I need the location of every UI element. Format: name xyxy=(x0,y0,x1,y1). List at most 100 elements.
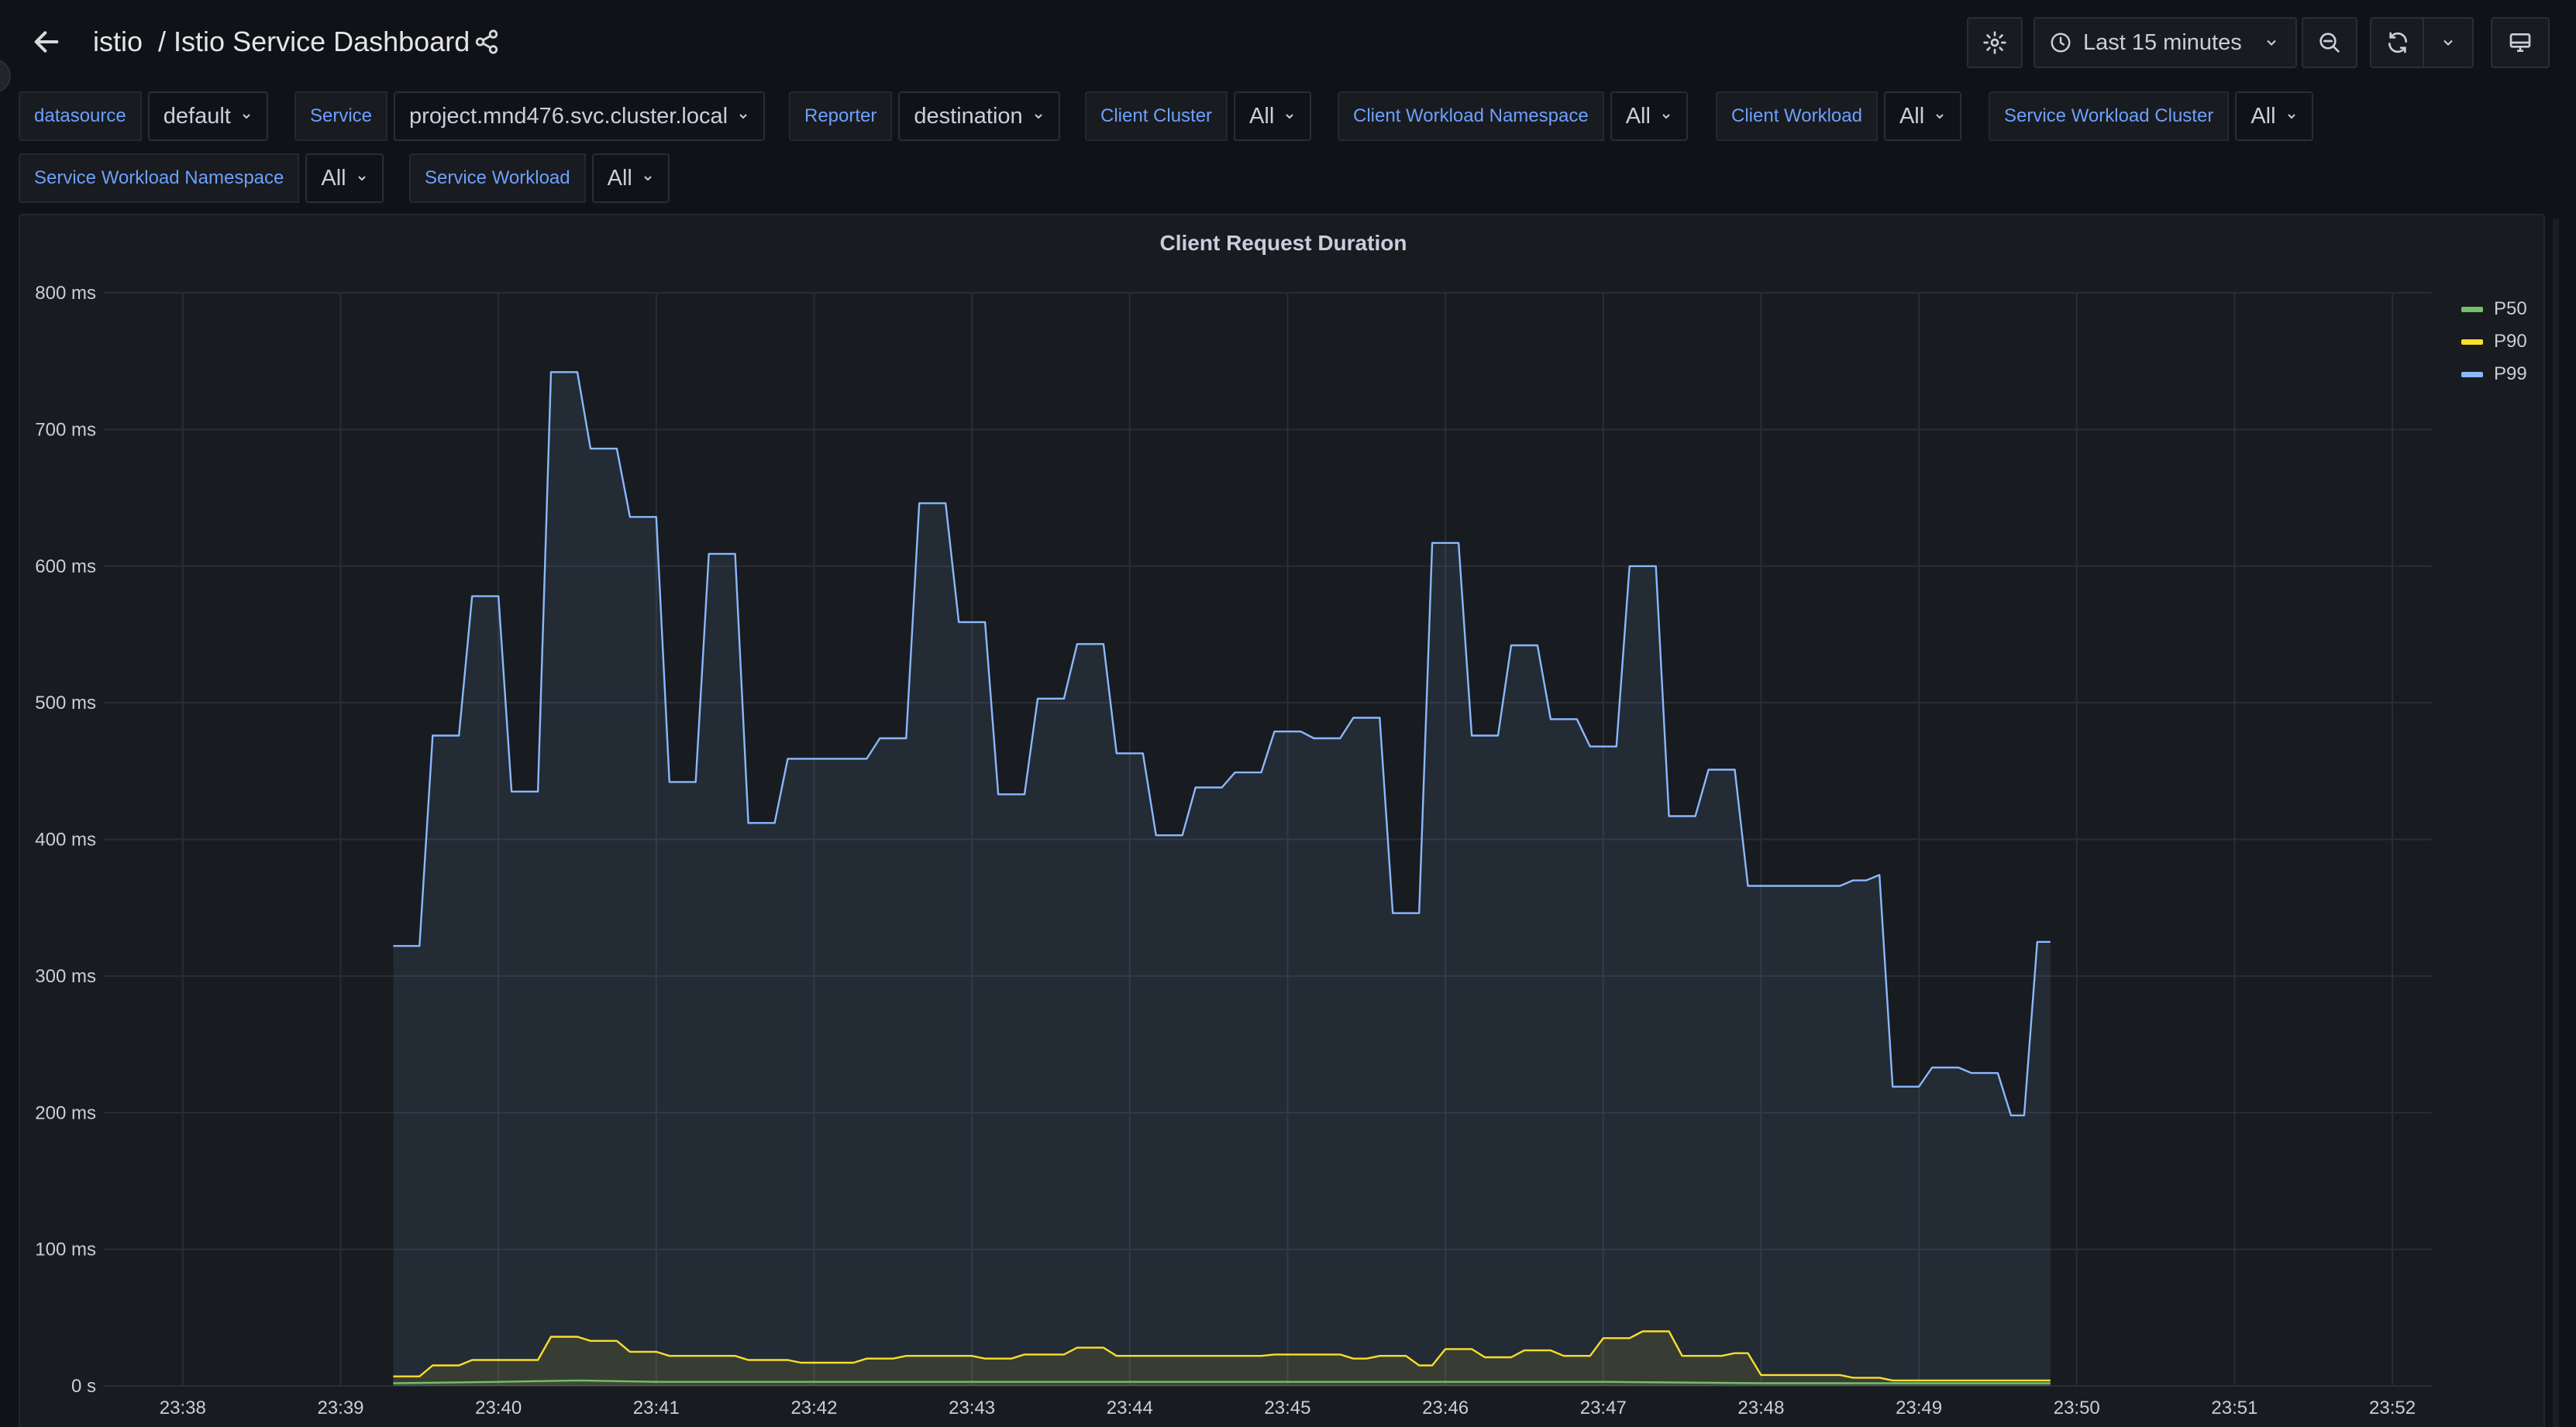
variable-label: datasource xyxy=(19,91,142,141)
x-tick-label: 23:46 xyxy=(1422,1398,1469,1418)
legend-item-p90[interactable]: P90 xyxy=(2461,325,2527,358)
variable-select-client-workload-namespace[interactable]: All xyxy=(1610,91,1688,141)
breadcrumb-folder[interactable]: istio xyxy=(93,26,143,57)
share-icon xyxy=(475,29,498,54)
variable-label: Service Workload Namespace xyxy=(19,153,300,203)
variable-value: All xyxy=(1625,103,1651,129)
page-title[interactable]: Istio Service Dashboard xyxy=(174,26,470,57)
x-tick-label: 23:44 xyxy=(1107,1398,1153,1418)
chevron-down-icon xyxy=(1936,114,1944,119)
dashboard-settings-button[interactable] xyxy=(1967,17,2023,68)
x-tick-label: 23:38 xyxy=(160,1398,206,1418)
top-nav-bar: istio / Istio Service Dashboard Las xyxy=(0,0,2576,93)
x-tick-label: 23:47 xyxy=(1580,1398,1627,1418)
legend-item-p50[interactable]: P50 xyxy=(2461,293,2527,325)
variable-value: default xyxy=(163,103,231,129)
x-tick-label: 23:49 xyxy=(1896,1398,1942,1418)
x-tick-label: 23:45 xyxy=(1264,1398,1310,1418)
variable-select-service-workload[interactable]: All xyxy=(591,153,670,203)
variable-select-reporter[interactable]: destination xyxy=(898,91,1060,141)
variable-select-service-workload-cluster[interactable]: All xyxy=(2235,91,2313,141)
x-tick-label: 23:40 xyxy=(475,1398,522,1418)
monitor-icon xyxy=(2509,33,2531,52)
zoom-out-button[interactable] xyxy=(2302,17,2357,68)
time-range-label: Last 15 minutes xyxy=(2083,29,2242,55)
chevron-down-icon xyxy=(357,176,366,181)
zoom-out-icon xyxy=(2319,33,2340,53)
chevron-down-icon xyxy=(644,176,652,181)
variable-select-datasource[interactable]: default xyxy=(147,91,268,141)
refresh-button[interactable] xyxy=(2370,17,2426,68)
x-tick-label: 23:48 xyxy=(1737,1398,1784,1418)
panel-title[interactable]: Client Request Duration xyxy=(1159,231,1407,255)
variable-select-service-workload-namespace[interactable]: All xyxy=(305,153,384,203)
variable-label: Client Workload Namespace xyxy=(1338,91,1604,141)
chevron-down-icon xyxy=(1662,114,1670,119)
chevron-down-icon xyxy=(1034,114,1042,119)
variable-select-service[interactable]: project.mnd476.svc.cluster.local xyxy=(394,91,766,141)
x-tick-label: 23:41 xyxy=(633,1398,680,1418)
legend-label: P50 xyxy=(2494,298,2527,319)
legend-swatch xyxy=(2461,339,2483,345)
y-tick-label: 600 ms xyxy=(35,556,96,577)
variable-client-workload: Client Workload All xyxy=(1716,91,1962,141)
series-line-p50 xyxy=(393,1379,2051,1384)
chevron-down-icon xyxy=(2443,40,2453,46)
variable-label: Service Workload Cluster xyxy=(1989,91,2230,141)
series-area-p90 xyxy=(393,1331,2051,1386)
refresh-interval-dropdown[interactable] xyxy=(2423,17,2474,68)
variable-client-workload-namespace: Client Workload Namespace All xyxy=(1338,91,1688,141)
variable-client-cluster: Client Cluster All xyxy=(1085,91,1312,141)
y-tick-label: 500 ms xyxy=(35,693,96,714)
breadcrumb: istio / Istio Service Dashboard xyxy=(93,23,470,60)
legend-swatch xyxy=(2461,371,2483,377)
y-tick-label: 100 ms xyxy=(35,1240,96,1260)
chevron-down-icon xyxy=(1286,114,1293,119)
variable-label: Service Workload xyxy=(409,153,586,203)
legend-label: P99 xyxy=(2494,363,2527,384)
legend-label: P90 xyxy=(2494,331,2527,352)
series-area-p99 xyxy=(393,372,2051,1386)
variable-label: Reporter xyxy=(789,91,893,141)
x-tick-label: 23:51 xyxy=(2211,1398,2257,1418)
variable-value: All xyxy=(1249,103,1275,129)
chevron-down-icon xyxy=(2287,114,2295,119)
variable-value: All xyxy=(607,165,632,191)
time-range-picker[interactable]: Last 15 minutes xyxy=(2034,17,2297,68)
variable-datasource: datasource default xyxy=(19,91,268,141)
panel-scrollbar[interactable] xyxy=(2553,218,2559,1427)
panel-client-request-duration[interactable]: Client Request Duration xyxy=(19,214,2545,1427)
y-tick-label: 0 s xyxy=(71,1376,96,1397)
variable-select-client-cluster[interactable]: All xyxy=(1234,91,1312,141)
variable-value: destination xyxy=(914,103,1023,129)
y-tick-label: 200 ms xyxy=(35,1102,96,1123)
series-line-p90 xyxy=(393,1330,2051,1382)
x-tick-label: 23:43 xyxy=(949,1398,995,1418)
variable-service-workload-namespace: Service Workload Namespace All xyxy=(19,153,384,203)
variable-label: Client Workload xyxy=(1716,91,1878,141)
view-mode-button[interactable] xyxy=(2491,17,2550,68)
x-tick-label: 23:39 xyxy=(317,1398,363,1418)
legend-item-p99[interactable]: P99 xyxy=(2461,358,2527,390)
y-tick-label: 800 ms xyxy=(35,283,96,304)
breadcrumb-separator: / xyxy=(158,26,167,57)
share-button[interactable] xyxy=(470,25,504,59)
variable-value: All xyxy=(1899,103,1925,129)
gear-icon xyxy=(1983,31,2006,54)
variable-select-client-workload[interactable]: All xyxy=(1883,91,1962,141)
y-tick-label: 300 ms xyxy=(35,966,96,987)
arrow-left-icon xyxy=(34,31,59,53)
x-tick-label: 23:50 xyxy=(2054,1398,2100,1418)
variable-service-workload: Service Workload All xyxy=(409,153,670,203)
variable-value: project.mnd476.svc.cluster.local xyxy=(409,103,728,129)
chevron-down-icon xyxy=(739,114,747,119)
back-button[interactable] xyxy=(25,22,68,62)
chart-legend: P50 P90 P99 xyxy=(2461,293,2527,390)
chevron-down-icon xyxy=(2266,40,2276,46)
variable-service: Service project.mnd476.svc.cluster.local xyxy=(294,91,766,141)
legend-swatch xyxy=(2461,306,2483,312)
y-tick-label: 700 ms xyxy=(35,419,96,440)
variable-value: All xyxy=(2251,103,2276,129)
